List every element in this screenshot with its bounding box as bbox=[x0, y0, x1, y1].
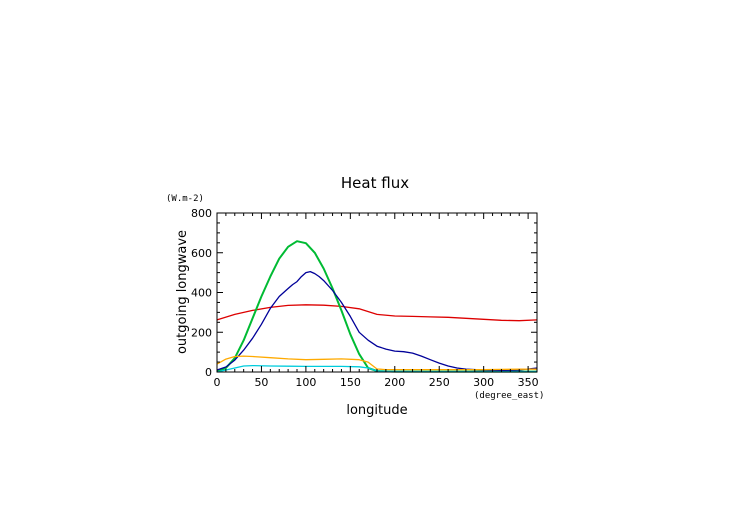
x-tick-label: 50 bbox=[254, 376, 268, 389]
series-layer bbox=[216, 240, 538, 373]
y-unit-label: (W.m-2) bbox=[166, 194, 204, 204]
series-line-3 bbox=[216, 270, 538, 372]
x-tick-label: 300 bbox=[473, 376, 494, 389]
y-tick-label: 800 bbox=[191, 207, 212, 220]
y-tick-label: 600 bbox=[191, 247, 212, 260]
plot-frame bbox=[216, 212, 538, 373]
x-unit-label: (degree_east) bbox=[474, 391, 544, 401]
y-tick-label: 0 bbox=[205, 366, 212, 379]
x-tick-label: 250 bbox=[429, 376, 450, 389]
x-tick-label: 0 bbox=[214, 376, 221, 389]
chart-title: Heat flux bbox=[341, 174, 409, 192]
x-tick-label: 350 bbox=[518, 376, 539, 389]
x-tick-label: 100 bbox=[295, 376, 316, 389]
x-tick-label: 200 bbox=[384, 376, 405, 389]
x-axis-label: longitude bbox=[346, 403, 407, 418]
y-tick-label: 400 bbox=[191, 287, 212, 300]
x-tick-label: 150 bbox=[340, 376, 361, 389]
y-axis-label: outgoing longwave bbox=[175, 230, 190, 354]
y-tick-label: 200 bbox=[191, 326, 212, 339]
ticks-layer: 0 50 100 150 200 250 300 350 0 200 400 600 800 bbox=[191, 207, 539, 389]
series-line-4 bbox=[216, 355, 537, 371]
series-line-2 bbox=[216, 240, 537, 373]
